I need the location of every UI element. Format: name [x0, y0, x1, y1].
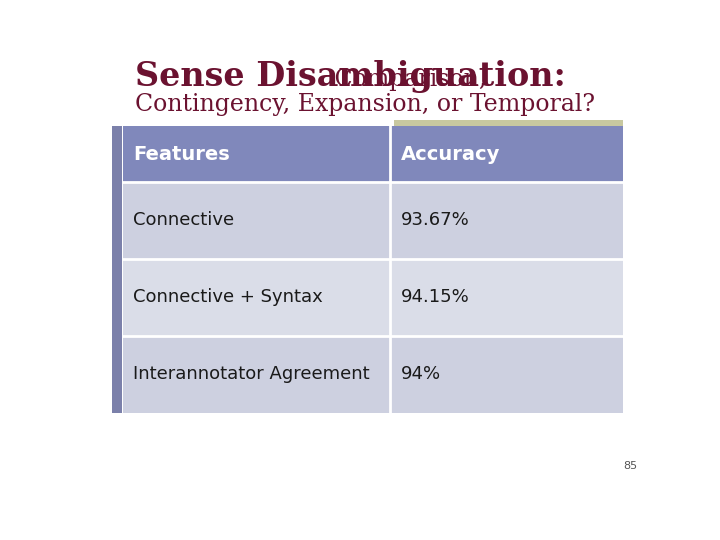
Bar [112, 126, 122, 413]
Bar [395, 120, 624, 126]
Text: Contingency, Expansion, or Temporal?: Contingency, Expansion, or Temporal? [135, 93, 595, 116]
Text: Accuracy: Accuracy [401, 145, 500, 164]
Text: Connective + Syntax: Connective + Syntax [133, 288, 323, 306]
Bar [122, 182, 624, 259]
Text: Interannotator Agreement: Interannotator Agreement [133, 366, 370, 383]
Text: 94%: 94% [401, 366, 441, 383]
Bar [122, 259, 624, 336]
Text: 93.67%: 93.67% [401, 211, 470, 230]
Text: Comparison,: Comparison, [327, 69, 487, 91]
Text: 94.15%: 94.15% [401, 288, 470, 306]
Text: Connective: Connective [133, 211, 235, 230]
Text: Features: Features [133, 145, 230, 164]
Bar [122, 126, 624, 182]
Text: Sense Disambiguation:: Sense Disambiguation: [135, 60, 566, 93]
Text: 85: 85 [623, 461, 637, 471]
Bar [122, 336, 624, 413]
